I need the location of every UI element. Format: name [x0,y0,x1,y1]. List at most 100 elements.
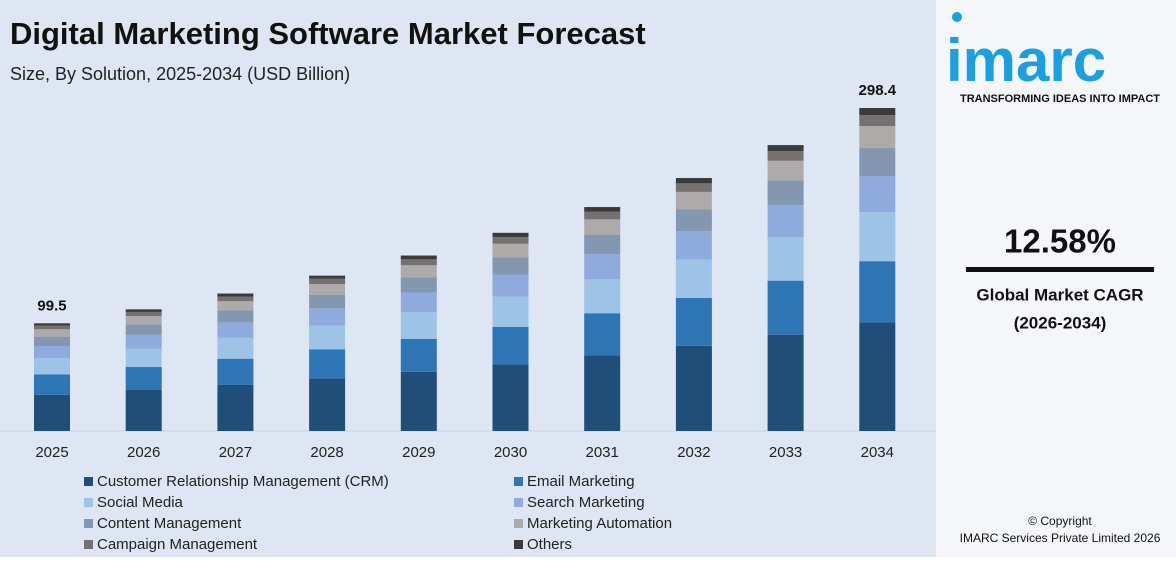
legend-label: Email Marketing [527,473,635,490]
bar-segment [125,311,162,317]
bar-segment [400,259,437,266]
bar-segment [859,108,896,116]
bar-segment [584,207,621,212]
legend-label: Marketing Automation [527,515,672,532]
bar-segment [492,326,529,365]
legend: Customer Relationship Management (CRM) Em… [84,473,672,553]
logo-dot [952,12,962,22]
bar-segment [34,358,70,375]
total-label: 298.4 [859,82,897,99]
legend-label: Customer Relationship Management (CRM) [97,473,389,490]
bar-segment [584,355,621,431]
bar-segment [492,232,529,238]
legend-swatch [514,477,523,486]
bar-segment [34,336,70,347]
x-tick-label: 2033 [769,444,802,461]
bar-segment [675,183,712,192]
bar-segment [859,261,896,323]
legend-label: Campaign Management [97,536,258,553]
bar-segment [309,378,346,431]
bar-segment [492,257,529,275]
bar-segment [859,212,896,262]
bar-segment [675,259,712,298]
bar-segment [492,296,529,327]
legend-label: Others [527,536,572,553]
legend-label: Search Marketing [527,494,645,511]
bar-segment [767,151,804,161]
bar-segment [584,234,621,255]
legend-swatch [514,519,523,528]
x-tick-label: 2030 [494,444,527,461]
bar-segment [217,358,254,385]
bar-segment [217,337,254,359]
bar-segment [767,145,804,152]
bar-segment [34,325,70,330]
bar-segment [767,160,804,181]
bar-segment [34,323,70,326]
cagr-label: Global Market CAGR [976,285,1143,304]
legend-label: Social Media [97,494,184,511]
bar-segment [584,313,621,356]
x-tick-label: 2028 [310,444,343,461]
cagr-value: 12.58% [1004,223,1116,260]
cagr-period: (2026-2034) [1014,313,1107,332]
legend-swatch [514,498,523,507]
bar-segment [400,255,437,260]
bar-segment [859,148,896,177]
bar-segment [859,322,896,431]
bar-segment [125,309,162,312]
x-tick-label: 2032 [677,444,710,461]
bar-segment [400,292,437,313]
bar-segment [859,176,896,213]
bar-segment [675,297,712,346]
bar-segment [767,334,804,431]
bar-segment [34,346,70,359]
copyright: © Copyright [1028,514,1092,528]
bar-segment [309,294,346,309]
legend-swatch [84,498,93,507]
legend-swatch [84,519,93,528]
bar-segment [675,178,712,184]
sidebar-background [936,0,1176,557]
x-tick-label: 2029 [402,444,435,461]
bar-segment [125,389,162,431]
legend-label: Content Management [97,515,242,532]
bar-segment [584,219,621,235]
bar-segment [309,275,346,279]
bar-segment [767,180,804,206]
bar-segment [125,348,162,368]
bar-segment [859,126,896,149]
bar-segment [217,293,254,297]
x-tick-label: 2034 [861,444,894,461]
bar-segment [400,338,437,372]
tagline: TRANSFORMING IDEAS INTO IMPACT [960,93,1160,105]
legend-swatch [514,540,523,549]
bar-segment [309,325,346,350]
bar-segment [584,211,621,220]
bar-segment [767,205,804,238]
bar-segment [309,284,346,295]
bar-segment [217,322,254,338]
bar-segment [675,345,712,431]
bar-segment [125,316,162,325]
bar-segment [492,274,529,297]
company: IMARC Services Private Limited 2026 [960,531,1161,545]
bar-segment [34,394,70,431]
bar-segment [859,115,896,127]
bar-segment [125,334,162,349]
bar-segment [309,278,346,285]
bar-segment [125,367,162,390]
bar-segment [125,324,162,335]
bar-segment [217,296,254,302]
logo: imarc [946,27,1106,94]
chart-title: Digital Marketing Software Market Foreca… [10,16,646,51]
total-label: 99.5 [37,297,66,314]
bar-segment [767,237,804,281]
bar-segment [675,209,712,232]
bar-segment [767,280,804,335]
bar-segment [675,231,712,260]
legend-swatch [84,477,93,486]
bar-segment [400,277,437,293]
